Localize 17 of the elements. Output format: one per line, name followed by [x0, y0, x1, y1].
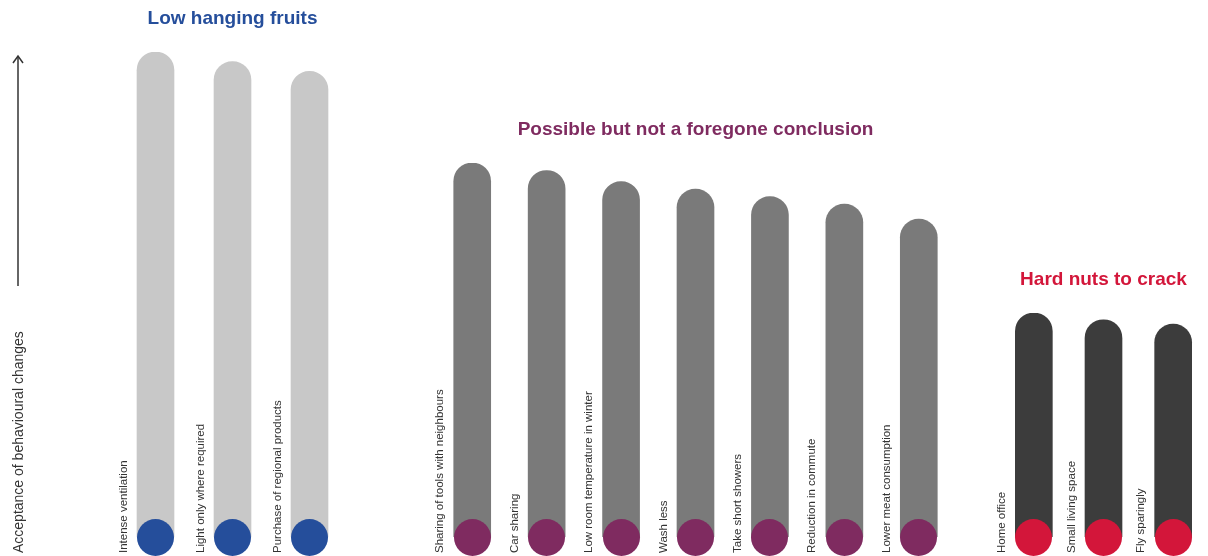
- x-tick-label: Reduction in commute: [805, 438, 818, 553]
- x-tick-label: Fly sparingly: [1134, 488, 1147, 553]
- x-tick-label: Lower meat consumption: [879, 424, 892, 553]
- x-tick-label: Low room temperature in winter: [582, 391, 595, 553]
- x-tick-label: Light only where required: [193, 423, 206, 553]
- x-tick-label: Take short showers: [730, 453, 743, 553]
- chart-title: Low hanging fruits: [147, 7, 318, 29]
- x-tick-label: Purchase of regional products: [270, 399, 283, 553]
- x-tick-label: Home office: [994, 491, 1007, 553]
- x-tick-label: Small living space: [1064, 460, 1077, 553]
- x-tick-label: Intense ventilation: [116, 460, 129, 553]
- chart-title: Hard nuts to crack: [1020, 268, 1188, 290]
- x-tick-label: Sharing of tools with neighbours: [433, 389, 446, 553]
- y-axis-title: Acceptance of behavioural changes: [9, 331, 26, 553]
- chart-title: Possible but not a foregone conclusion: [517, 118, 874, 140]
- x-tick-label: Car sharing: [507, 493, 520, 553]
- x-tick-label: Wash less: [656, 500, 669, 553]
